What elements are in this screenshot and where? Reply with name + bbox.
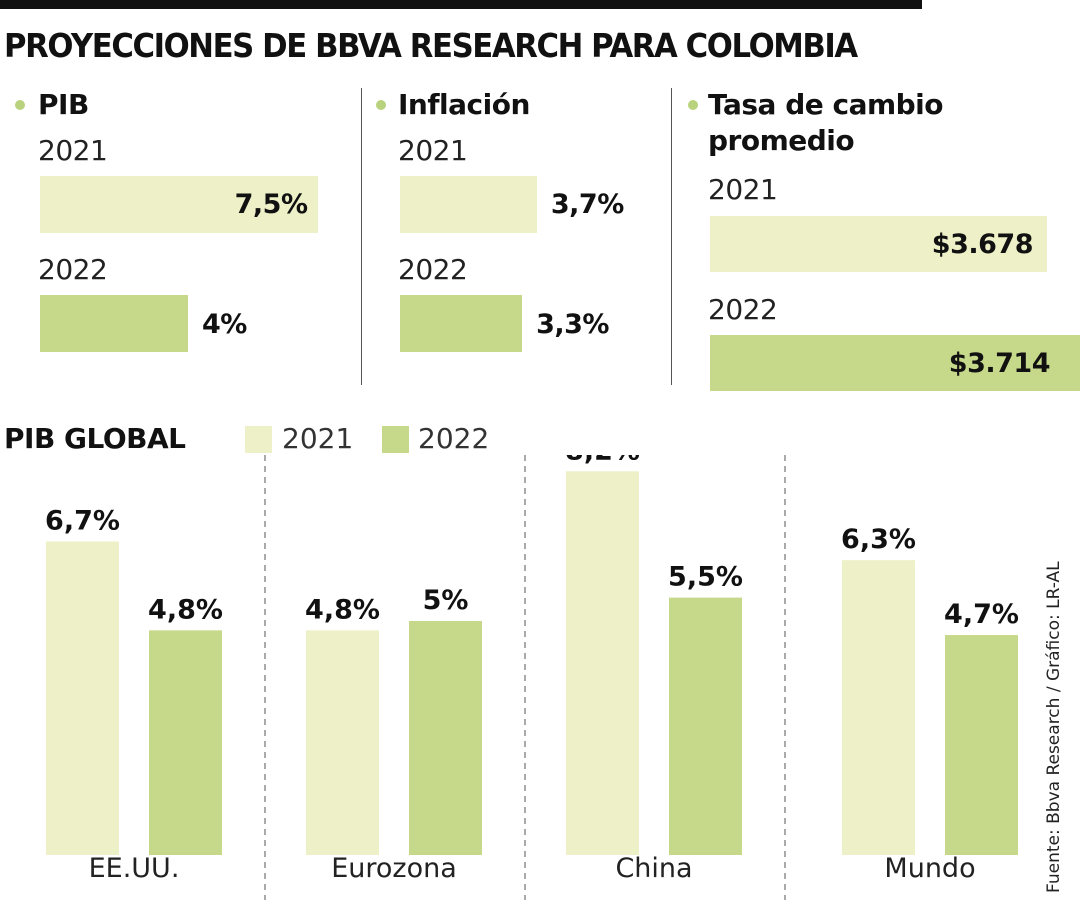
data-label: 8,2%: [565, 455, 640, 466]
pib-value-2021: 7,5%: [234, 189, 308, 220]
tasa-title-line1: Tasa de cambio: [708, 88, 944, 121]
legend-swatch-2021: [245, 426, 272, 453]
legend-swatch-2022: [382, 426, 409, 453]
inflacion-bar-2021: [400, 176, 537, 233]
bar-2022-eeuu: [149, 630, 222, 855]
page-title: PROYECCIONES DE BBVA RESEARCH PARA COLOM…: [4, 26, 858, 65]
bullet-icon: [688, 100, 698, 110]
bar-2021-eeuu: [46, 541, 119, 855]
tasa-bar-2021: $3.678: [710, 216, 1047, 272]
bullet-icon: [15, 100, 25, 110]
data-label: 4,8%: [148, 594, 223, 625]
divider: [361, 88, 362, 385]
divider: [671, 88, 672, 385]
data-label: 4,7%: [944, 599, 1019, 630]
inflacion-year-2021: 2021: [398, 134, 468, 167]
inflacion-title: Inflación: [398, 88, 530, 121]
pib-global-chart: 6,7% 4,8% EE.UU. 4,8% 5% Eurozona 8,2% 5,5% Chin…: [45, 455, 1019, 900]
data-label: 4,8%: [305, 594, 380, 625]
bar-2022-mundo: [945, 635, 1018, 855]
data-label: 6,7%: [45, 505, 120, 536]
tasa-value-2021: $3.678: [931, 228, 1034, 260]
pib-value-2022: 4%: [202, 309, 247, 340]
tasa-title-line2: promedio: [708, 124, 855, 157]
bar-2021-china: [566, 471, 639, 855]
category-label: EE.UU.: [89, 853, 180, 884]
pib-title: PIB: [38, 88, 89, 121]
pib-year-2022: 2022: [38, 253, 108, 286]
inflacion-value-2021: 3,7%: [550, 189, 624, 220]
tasa-year-2021: 2021: [708, 173, 778, 206]
tasa-value-2022: $3.714: [948, 347, 1051, 379]
chart-title: PIB GLOBAL: [4, 422, 186, 455]
bar-2021-eurozona: [306, 630, 379, 855]
bar-2022-eurozona: [409, 621, 482, 855]
top-rule: [0, 0, 922, 9]
legend-label-2021: 2021: [282, 422, 354, 455]
category-label: Mundo: [884, 853, 975, 884]
pib-year-2021: 2021: [38, 134, 108, 167]
pib-bar-2022: [40, 295, 188, 352]
bullet-icon: [376, 100, 386, 110]
legend-label-2022: 2022: [418, 422, 490, 455]
tasa-bar-2022: $3.714: [710, 335, 1080, 391]
pib-bar-2021: 7,5%: [40, 176, 318, 233]
inflacion-bar-2022: [400, 295, 523, 352]
tasa-year-2022: 2022: [708, 293, 778, 326]
bar-2022-china: [669, 597, 742, 855]
category-label: China: [615, 853, 692, 884]
data-label: 5,5%: [668, 562, 743, 593]
data-label: 5%: [423, 585, 469, 616]
inflacion-year-2022: 2022: [398, 253, 468, 286]
data-label: 6,3%: [841, 524, 916, 555]
category-label: Eurozona: [331, 853, 457, 884]
bar-2021-mundo: [842, 560, 915, 855]
source-note: Fuente: Bbva Research / Gráfico: LR-AL: [1044, 561, 1064, 893]
inflacion-value-2022: 3,3%: [536, 309, 609, 340]
